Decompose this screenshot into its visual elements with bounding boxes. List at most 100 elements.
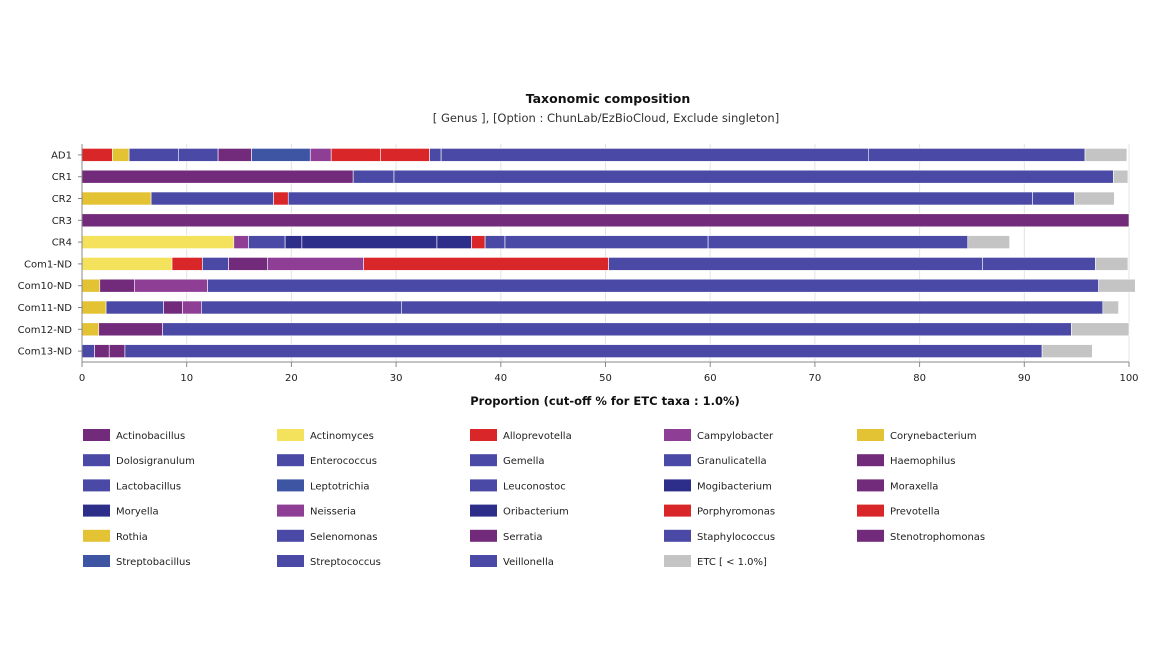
legend-swatch xyxy=(277,504,304,517)
legend-swatch xyxy=(83,479,110,492)
bar-segment xyxy=(248,235,286,249)
bar-segment xyxy=(105,300,164,315)
bar-segment xyxy=(1032,191,1075,206)
bar-segment xyxy=(1074,191,1115,206)
bar-segment xyxy=(608,257,983,271)
x-tick-label: 80 xyxy=(913,373,926,384)
legend-label: Moryella xyxy=(116,507,159,518)
legend-swatch xyxy=(277,555,304,567)
bar-segment xyxy=(1112,169,1129,184)
bar-segment xyxy=(134,278,208,293)
legend-swatch xyxy=(664,454,691,467)
y-tick-label: CR3 xyxy=(52,216,72,227)
legend-swatch xyxy=(470,454,497,467)
y-tick-label: Com13-ND xyxy=(18,347,73,358)
y-tick-label: Com12-ND xyxy=(18,325,73,336)
x-tick-label: 20 xyxy=(285,373,298,384)
bar-segment xyxy=(1084,148,1128,162)
bar-segment xyxy=(429,148,442,162)
bar-segment xyxy=(967,235,1010,249)
bar-segment xyxy=(112,148,130,162)
legend-swatch xyxy=(83,429,110,441)
legend-swatch xyxy=(664,479,691,492)
chart-subtitle: [ Genus ], [Option : ChunLab/EzBioCloud,… xyxy=(433,111,779,125)
bar-segment xyxy=(273,191,289,206)
bar-segment xyxy=(163,300,183,315)
bar-segment xyxy=(363,257,609,271)
legend-swatch xyxy=(664,429,691,441)
legend-label: Mogibacterium xyxy=(697,481,772,492)
bar-segment xyxy=(162,322,1072,337)
y-tick-label: CR4 xyxy=(52,238,72,249)
bar-segment xyxy=(81,300,107,315)
bar-segment xyxy=(440,148,869,162)
legend-label: Leptotrichia xyxy=(310,481,370,492)
legend-label: ETC [ < 1.0%] xyxy=(697,557,767,568)
legend-swatch xyxy=(83,504,110,517)
axes: AD1 CR1 CR2 CR3 CR4 Com1-ND Com10-ND Com11-ND Co… xyxy=(18,144,1139,384)
bar-segment xyxy=(81,235,235,249)
x-tick-label: 100 xyxy=(1119,373,1138,384)
legend-label: Selenomonas xyxy=(310,532,377,543)
legend-label: Oribacterium xyxy=(503,507,569,518)
bar-segment xyxy=(81,278,101,293)
legend-swatch xyxy=(277,454,304,467)
bar-segment xyxy=(707,235,969,249)
bar-segment xyxy=(98,322,163,337)
bar-segment xyxy=(81,257,173,271)
bar-segment xyxy=(352,169,395,184)
legend-swatch xyxy=(857,529,884,542)
legend-swatch xyxy=(664,555,691,567)
bar-segment xyxy=(330,148,381,162)
legend-label: Enterococcus xyxy=(310,456,377,467)
bar-segment xyxy=(309,148,332,162)
bar-segment xyxy=(1102,300,1119,315)
legend-swatch xyxy=(664,529,691,542)
legend-label: Rothia xyxy=(116,532,148,543)
x-tick-label: 0 xyxy=(79,373,85,384)
legend-label: Neisseria xyxy=(310,507,356,518)
legend-swatch xyxy=(277,529,304,542)
x-tick-label: 60 xyxy=(704,373,717,384)
bar-segment xyxy=(182,300,202,315)
legend-label: Porphyromonas xyxy=(697,507,775,518)
bar-segment xyxy=(251,148,311,162)
bar-segment xyxy=(201,300,402,315)
bar-segment xyxy=(393,169,1114,184)
x-axis-title: Proportion (cut-off % for ETC taxa : 1.0… xyxy=(470,394,740,408)
bar-segment xyxy=(178,148,219,162)
bar-segment xyxy=(150,191,274,206)
legend-swatch xyxy=(857,479,884,492)
legend-swatch xyxy=(83,454,110,467)
legend-label: Serratia xyxy=(503,532,543,543)
bar-segment xyxy=(1071,322,1130,337)
bar-segment xyxy=(94,344,110,358)
y-tick-label: Com11-ND xyxy=(18,303,73,314)
legend-swatch xyxy=(857,504,884,517)
legend-swatch xyxy=(857,429,884,441)
legend-label: Actinomyces xyxy=(310,431,374,442)
bar-segment xyxy=(267,257,364,271)
x-tick-label: 30 xyxy=(390,373,403,384)
legend-swatch xyxy=(470,504,497,517)
y-tick-label: CR1 xyxy=(52,172,72,183)
legend-label: Stenotrophomonas xyxy=(890,532,985,543)
bar-segment xyxy=(81,213,1130,228)
legend-label: Lactobacillus xyxy=(116,481,181,492)
bar-segment xyxy=(504,235,709,249)
bar-segment xyxy=(202,257,229,271)
legend-swatch xyxy=(83,555,110,567)
legend-swatch xyxy=(470,479,497,492)
legend-swatch xyxy=(277,429,304,441)
legend-label: Prevotella xyxy=(890,507,940,518)
legend-label: Streptobacillus xyxy=(116,557,191,568)
bar-segment xyxy=(128,148,179,162)
bar-segment xyxy=(867,148,1086,162)
x-tick-label: 90 xyxy=(1018,373,1031,384)
bar-segment xyxy=(233,235,249,249)
legend-label: Granulicatella xyxy=(697,456,767,467)
bar-segment xyxy=(1041,344,1093,358)
bar-segment xyxy=(124,344,1043,358)
bar-segment xyxy=(99,278,135,293)
